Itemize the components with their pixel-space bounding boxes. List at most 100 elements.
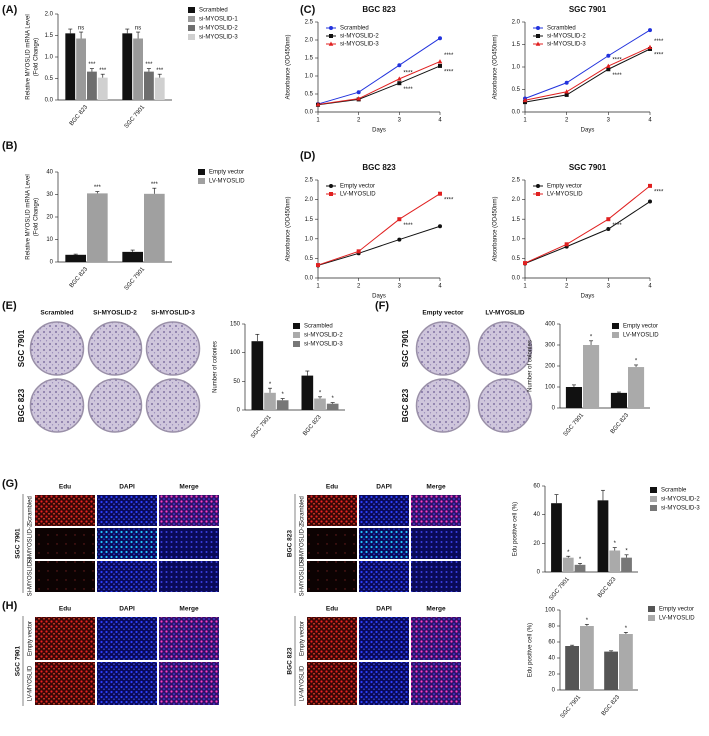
microscopy-image: [410, 661, 462, 706]
legend-marker: [536, 192, 540, 196]
significance: ****: [444, 53, 454, 59]
microscopy-image: [306, 560, 358, 593]
column-label: Merge: [179, 484, 199, 491]
microscopy-image: [96, 494, 158, 527]
y-tick-label: 1.0: [512, 236, 521, 242]
bar: [87, 71, 97, 100]
significance: ***: [145, 62, 153, 68]
column-label: Edu: [59, 484, 71, 491]
x-tick-label: 4: [648, 118, 652, 124]
y-tick-label: 0.5: [512, 87, 521, 93]
legend-label: si-MYOSLID-2: [199, 26, 238, 32]
bar: [122, 33, 133, 100]
significance: ***: [156, 68, 164, 74]
x-tick-label: SGC 7901: [563, 412, 586, 438]
colony-dish: [87, 378, 143, 433]
legend-label: si-MYOSLID-3: [340, 42, 379, 48]
microscopy-image: [306, 661, 358, 706]
significance: ****: [654, 39, 664, 45]
x-tick-label: SGC 7901: [124, 104, 147, 130]
microscopy-image: [410, 560, 462, 593]
bar: [619, 634, 633, 690]
microscopy-image: [158, 616, 220, 661]
x-tick-label: 1: [316, 284, 320, 290]
legend-label: Empty vector: [547, 184, 582, 190]
y-tick-label: 1.0: [305, 74, 314, 80]
legend-marker: [329, 192, 333, 196]
marker: [564, 242, 569, 247]
y-tick-label: 200: [545, 364, 556, 370]
line: [317, 61, 441, 105]
legend-label: si-MYOSLID-3: [547, 42, 586, 48]
microscopy-image: [358, 494, 410, 527]
x-tick-label: BGC 823: [597, 576, 618, 599]
line: [317, 225, 441, 266]
microscopy-image: [158, 560, 220, 593]
legend-label: LV-MYOSLID: [547, 192, 583, 198]
line: [524, 185, 651, 264]
bar: [574, 564, 586, 572]
significance: *: [281, 392, 284, 398]
marker: [438, 224, 442, 229]
row-label: Si-MYOSLID-3: [300, 556, 306, 596]
marker: [606, 227, 611, 231]
y-tick-label: 1.5: [512, 42, 521, 48]
y-axis-label: Number of colonies: [213, 341, 219, 393]
legend-swatch: [188, 16, 195, 22]
significance: *: [614, 541, 617, 547]
significance: ns: [135, 26, 141, 32]
column-label: DAPI: [119, 606, 135, 613]
marker: [564, 80, 569, 85]
marker: [648, 28, 652, 33]
x-tick-label: 4: [648, 284, 652, 290]
column-label: Edu: [59, 606, 71, 613]
colony-dish: [145, 378, 201, 433]
legend-label: LV-MYOSLID: [209, 179, 245, 185]
bar: [604, 651, 618, 690]
bar: [87, 193, 108, 262]
x-tick-label: 2: [565, 284, 569, 290]
microscopy-image: [306, 494, 358, 527]
legend-marker: [536, 26, 540, 30]
y-tick-label: 0: [50, 260, 54, 266]
y-axis-label: (Fold Change): [34, 198, 40, 236]
bar: [144, 71, 154, 100]
column-label: Edu: [326, 606, 338, 613]
y-tick-label: 100: [230, 350, 241, 356]
legend-marker: [535, 41, 541, 46]
y-axis-label: Absorbance (OD450nm): [286, 34, 292, 99]
row-label: SGC 7901: [17, 329, 26, 367]
legend-swatch: [188, 7, 195, 13]
y-axis-label: Edu positive cell (%): [528, 623, 534, 677]
y-tick-label: 1.5: [305, 56, 314, 62]
marker: [438, 63, 442, 68]
y-tick-label: 0.5: [305, 92, 314, 98]
bar: [583, 345, 600, 408]
microscopy-image: [158, 661, 220, 706]
y-tick-label: 60: [533, 484, 540, 490]
bar: [65, 254, 86, 262]
line: [524, 46, 651, 101]
marker: [606, 217, 611, 222]
legend-swatch: [198, 178, 205, 184]
legend-label: si-MYOSLID-2: [661, 497, 700, 503]
colony-dish: [477, 321, 533, 376]
y-tick-label: 0.0: [512, 276, 521, 282]
line: [524, 48, 651, 103]
bar: [314, 398, 326, 410]
x-axis-label: Days: [372, 294, 386, 300]
group-label: BGC 823: [287, 530, 294, 557]
microscopy-image: [34, 661, 96, 706]
colony-dish: [145, 321, 201, 376]
y-tick-label: 30: [46, 192, 53, 198]
bar: [580, 626, 594, 690]
y-tick-label: 1.5: [45, 33, 54, 39]
y-tick-label: 0.0: [305, 110, 314, 116]
legend-swatch: [612, 332, 619, 338]
x-tick-label: 3: [398, 284, 402, 290]
y-tick-label: 80: [548, 624, 555, 630]
group-label: BGC 823: [287, 647, 294, 674]
microscopy-image: [358, 616, 410, 661]
legend-swatch: [648, 606, 655, 612]
